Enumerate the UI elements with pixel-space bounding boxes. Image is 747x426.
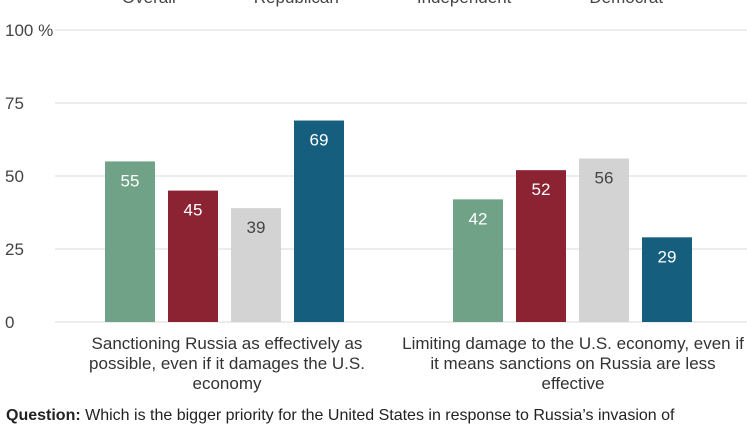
data-labels: 55 42 45 52 39 56 69 29	[121, 131, 677, 267]
question-text: Question: Which is the bigger priority f…	[6, 407, 746, 425]
data-label: 56	[595, 168, 614, 187]
bar-overall-1	[453, 199, 503, 322]
y-axis-ticks: 0 25 50 75 100 %	[5, 21, 53, 332]
question-body: Which is the bigger priority for the Uni…	[85, 407, 675, 424]
legend: Overall Republican Independent Democrat	[0, 0, 747, 8]
category-label-sanctioning: Sanctioning Russia as effectively as pos…	[89, 334, 365, 393]
legend-item-democrat: Democrat	[551, 0, 663, 8]
legend-item-overall: Overall	[84, 0, 176, 8]
legend-label: Overall	[122, 0, 176, 8]
data-label: 52	[532, 180, 551, 199]
question-label: Question:	[6, 407, 81, 424]
legend-item-republican: Republican	[216, 0, 339, 8]
bar-overall-0	[105, 161, 155, 322]
y-tick-label: 50	[5, 167, 24, 186]
legend-label: Republican	[254, 0, 339, 8]
data-label: 29	[658, 247, 677, 266]
bar-democrat-1	[642, 237, 692, 322]
bar-independent-1	[579, 158, 629, 322]
bar-independent-0	[231, 208, 281, 322]
y-tick-label: 25	[5, 240, 24, 259]
data-label: 69	[310, 131, 329, 150]
data-label: 42	[469, 209, 488, 228]
bar-republican-0	[168, 190, 218, 322]
data-label: 55	[121, 171, 140, 190]
bar-democrat-0	[294, 120, 344, 323]
data-label: 45	[184, 201, 203, 220]
legend-label: Independent	[417, 0, 512, 8]
y-tick-label: 75	[5, 94, 24, 113]
bar-republican-1	[516, 170, 566, 322]
y-tick-label: 0	[5, 313, 14, 332]
y-tick-label: 100 %	[5, 21, 53, 40]
category-label-limiting: Limiting damage to the U.S. economy, eve…	[402, 334, 744, 393]
legend-label: Democrat	[589, 0, 663, 8]
data-label: 39	[247, 218, 266, 237]
bars	[105, 120, 692, 323]
legend-item-independent: Independent	[379, 0, 512, 8]
